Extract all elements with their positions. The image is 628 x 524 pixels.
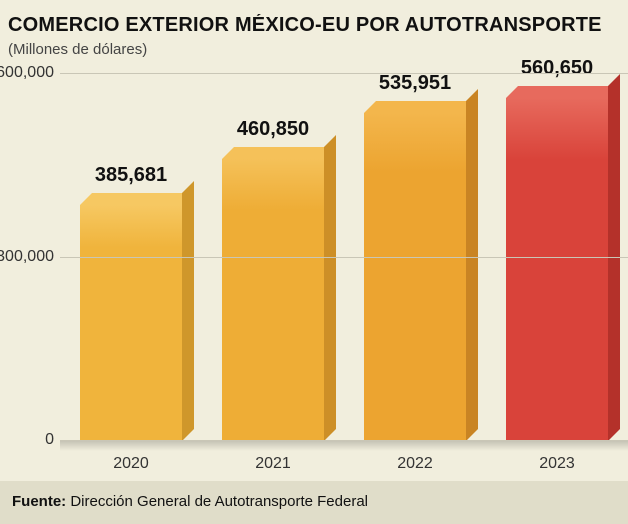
x-tick-label: 2022	[344, 455, 486, 473]
bar-slot: 560,650	[486, 74, 628, 441]
gridline: 300,000	[60, 257, 628, 258]
bar-value-label: 385,681	[95, 164, 167, 187]
bar-value-label: 535,951	[379, 72, 451, 95]
bar: 460,850	[222, 159, 324, 441]
gridline: 600,000	[60, 73, 628, 74]
source-bar: Fuente: Dirección General de Autotranspo…	[0, 481, 628, 524]
bar: 560,650	[506, 98, 608, 441]
x-axis-labels: 2020202120222023	[60, 455, 628, 473]
bar: 385,681	[80, 205, 182, 441]
bar-slot: 535,951	[344, 74, 486, 441]
y-tick-label: 600,000	[0, 64, 60, 82]
chart-subtitle: (Millones de dólares)	[8, 41, 628, 58]
bar-value-label: 560,650	[521, 57, 593, 80]
chart-area: COMERCIO EXTERIOR MÉXICO-EU POR AUTOTRAN…	[0, 0, 628, 481]
x-tick-label: 2023	[486, 455, 628, 473]
bar-slot: 385,681	[60, 74, 202, 441]
chart-title: COMERCIO EXTERIOR MÉXICO-EU POR AUTOTRAN…	[8, 14, 628, 37]
y-tick-label: 300,000	[0, 248, 60, 266]
x-tick-label: 2021	[202, 455, 344, 473]
source-label: Fuente:	[12, 493, 66, 510]
source-text: Dirección General de Autotransporte Fede…	[70, 493, 368, 510]
bar: 535,951	[364, 113, 466, 441]
y-tick-label: 0	[45, 431, 60, 449]
baseline-shadow	[60, 441, 628, 451]
bar-slot: 460,850	[202, 74, 344, 441]
x-tick-label: 2020	[60, 455, 202, 473]
bar-value-label: 460,850	[237, 118, 309, 141]
plot-area: 385,681460,850535,951560,650 0300,000600…	[60, 74, 628, 441]
bars-container: 385,681 460,850 535,951 560,650	[60, 74, 628, 441]
